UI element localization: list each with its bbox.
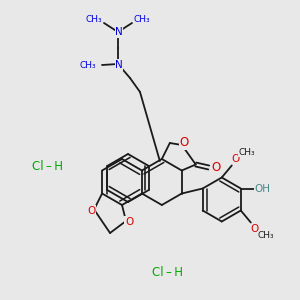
Text: N: N	[115, 60, 123, 70]
Text: O: O	[251, 224, 259, 235]
Text: OH: OH	[255, 184, 271, 194]
Text: CH₃: CH₃	[80, 61, 96, 70]
Text: Cl – H: Cl – H	[152, 266, 184, 278]
Text: O: O	[179, 136, 188, 149]
Text: O: O	[125, 217, 133, 227]
Text: CH₃: CH₃	[134, 14, 150, 23]
Text: CH₃: CH₃	[238, 148, 255, 157]
Text: N: N	[115, 27, 123, 37]
Text: CH₃: CH₃	[86, 14, 102, 23]
Text: O: O	[211, 161, 220, 174]
Text: O: O	[232, 154, 240, 164]
Text: Cl – H: Cl – H	[32, 160, 62, 173]
Text: O: O	[87, 206, 95, 215]
Text: CH₃: CH₃	[257, 231, 274, 240]
